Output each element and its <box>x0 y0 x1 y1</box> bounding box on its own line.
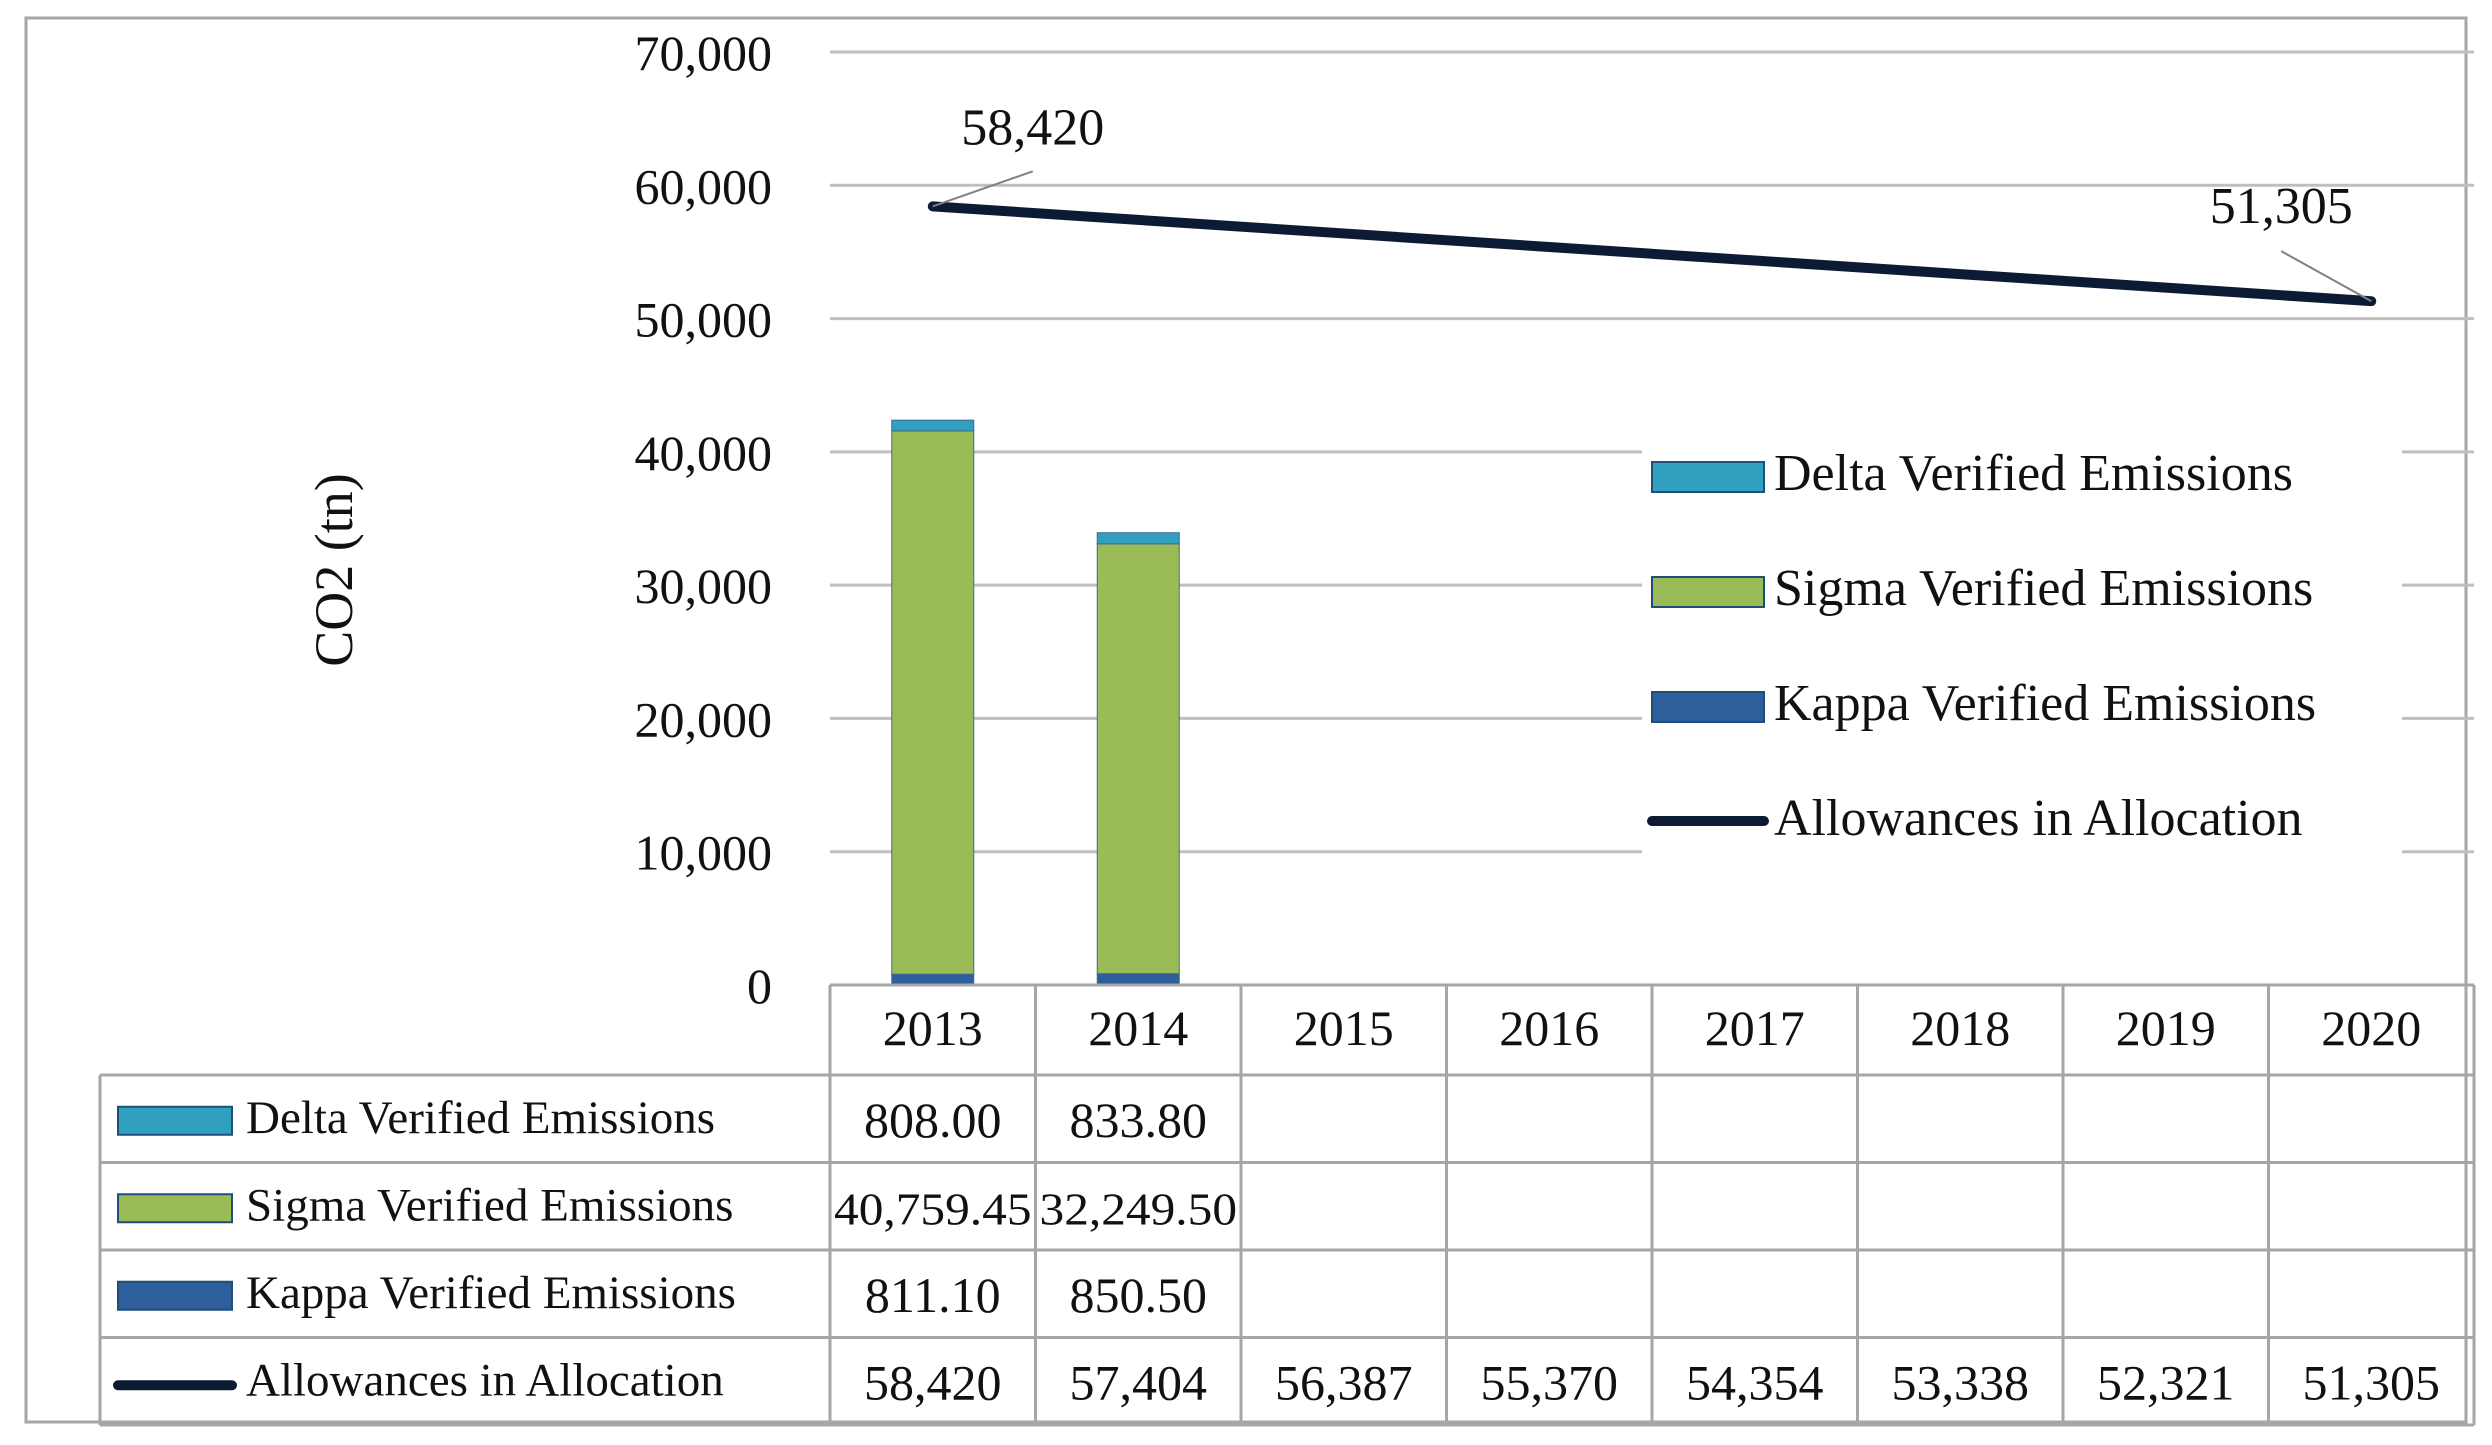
annotation-leader <box>932 170 1034 208</box>
bar-sigma-2014 <box>1096 543 1180 975</box>
table-cell: 55,370 <box>1481 1354 1619 1410</box>
y-axis-ticks: 0 10,000 20,000 30,000 40,000 50,000 60,000 70,… <box>635 25 773 1014</box>
y-tick-label: 0 <box>747 958 772 1014</box>
legend-label: Delta Verified Emissions <box>1774 445 2293 502</box>
annotations: 58,420 51,305 <box>932 99 2372 303</box>
legend-swatch <box>1651 576 1765 608</box>
annotation-label: 58,420 <box>961 99 1104 156</box>
table-cell: 51,305 <box>2303 1354 2441 1410</box>
bar-delta-2013 <box>891 419 975 432</box>
bar-sigma-2013 <box>891 430 975 975</box>
table-cell: 52,321 <box>2097 1354 2235 1410</box>
x-tick-label: 2018 <box>1910 1000 2010 1056</box>
table-cell: 833.80 <box>1070 1092 1208 1148</box>
y-tick-label: 50,000 <box>635 292 773 348</box>
bar-kappa-2013 <box>891 973 975 986</box>
table-swatch <box>117 1280 233 1311</box>
legend-swatch <box>1651 691 1765 723</box>
x-tick-label: 2020 <box>2321 1000 2421 1056</box>
x-tick-label: 2019 <box>2116 1000 2216 1056</box>
table-cell: 850.50 <box>1070 1267 1208 1323</box>
table-cell: 32,249.50 <box>1040 1183 1238 1234</box>
table-cell: 808.00 <box>864 1092 1002 1148</box>
table-swatch <box>117 1105 233 1136</box>
table-cell: 54,354 <box>1686 1354 1824 1410</box>
annotation-label: 51,305 <box>2210 178 2353 235</box>
legend-entry-bg <box>1642 670 2402 742</box>
x-tick-label: 2013 <box>883 1000 983 1056</box>
table-cell: 53,338 <box>1892 1354 2030 1410</box>
y-tick-label: 10,000 <box>635 825 773 881</box>
allowances-point-2019 <box>2164 286 2167 289</box>
table-row-label: Allowances in Allocation <box>246 1354 724 1406</box>
annotation-leader <box>2280 250 2372 303</box>
x-tick-label: 2017 <box>1705 1000 1805 1056</box>
x-tick-label: 2014 <box>1088 1000 1188 1056</box>
allowances-series-line <box>927 201 2377 307</box>
x-tick-label: 2015 <box>1294 1000 1394 1056</box>
allowances-point-2014 <box>1137 218 1140 221</box>
legend-label: Sigma Verified Emissions <box>1774 560 2313 617</box>
table-cell: 811.10 <box>865 1267 1001 1323</box>
table-cell: 58,420 <box>864 1354 1002 1410</box>
table-cell: 56,387 <box>1275 1354 1413 1410</box>
legend-entry-bg <box>1642 555 2402 627</box>
allowances-point-2016 <box>1548 245 1551 248</box>
allowances-point-2017 <box>1753 259 1756 262</box>
y-tick-label: 20,000 <box>635 691 773 747</box>
legend-label: Allowances in Allocation <box>1774 790 2303 847</box>
allowances-point-2018 <box>1959 273 1962 276</box>
x-tick-label: 2016 <box>1499 1000 1599 1056</box>
table-cell: 40,759.45 <box>834 1183 1032 1234</box>
legend: Delta Verified Emissions Sigma Verified E… <box>1642 440 2402 857</box>
y-tick-label: 60,000 <box>635 158 773 214</box>
allowances-point-2015 <box>1342 232 1345 235</box>
data-table: 2013 2014 2015 2016 2017 2018 2019 2020 Delta Ve… <box>98 983 2476 1427</box>
y-tick-label: 30,000 <box>635 558 773 614</box>
legend-label: Kappa Verified Emissions <box>1774 675 2316 732</box>
table-cell: 57,404 <box>1070 1354 1208 1410</box>
legend-swatch <box>1651 461 1765 493</box>
bar-delta-2014 <box>1096 532 1180 545</box>
legend-entry-bg <box>1642 440 2402 512</box>
table-row-label: Sigma Verified Emissions <box>246 1179 733 1231</box>
y-axis-label: CO2 (tn) <box>304 473 364 666</box>
table-row-label: Delta Verified Emissions <box>246 1092 715 1144</box>
y-tick-label: 40,000 <box>635 425 773 481</box>
table-swatch <box>117 1193 233 1224</box>
stacked-bars <box>891 419 1180 986</box>
bar-kappa-2014 <box>1096 973 1180 986</box>
table-row-label: Kappa Verified Emissions <box>246 1267 736 1319</box>
y-tick-label: 70,000 <box>635 25 773 81</box>
